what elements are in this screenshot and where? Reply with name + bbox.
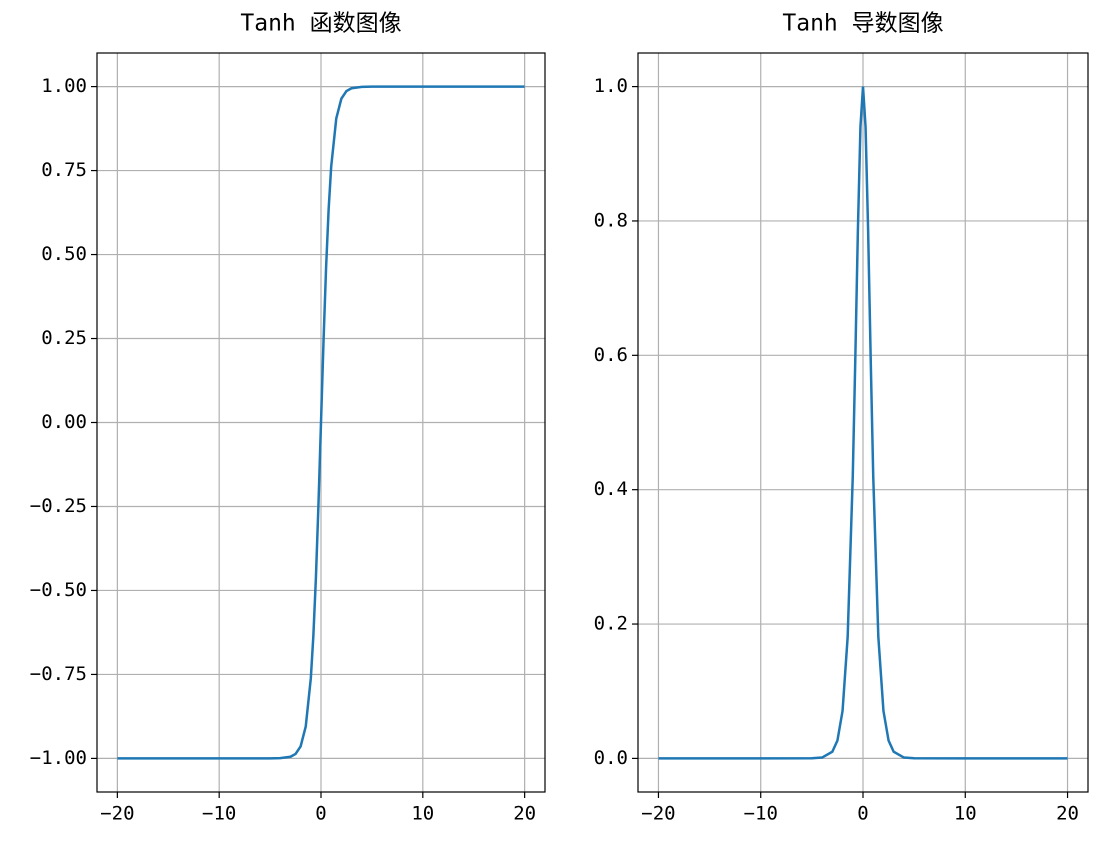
x-tick-label: −20 — [100, 803, 134, 825]
y-tick-label: −0.50 — [30, 579, 87, 601]
axes-frame — [96, 52, 546, 793]
x-tick-label: 10 — [954, 803, 977, 825]
x-tick-label: 20 — [513, 803, 536, 825]
x-tick-label: −10 — [744, 803, 778, 825]
y-tick-label: −0.25 — [30, 495, 87, 517]
x-tick-label: 20 — [1056, 803, 1079, 825]
y-tick-label: 1.0 — [594, 75, 628, 97]
x-tick-label: −10 — [202, 803, 236, 825]
axes-frame — [637, 52, 1089, 793]
y-tick-label: 0.4 — [594, 478, 628, 500]
y-tick-label: 0.25 — [41, 327, 87, 349]
x-tick-label: 0 — [315, 803, 326, 825]
y-tick-label: 0.2 — [594, 613, 628, 635]
y-tick-label: 0.8 — [594, 209, 628, 231]
y-tick-label: 0.0 — [594, 747, 628, 769]
line-series — [117, 85, 525, 760]
x-tick-label: 0 — [857, 803, 868, 825]
y-tick-label: 0.50 — [41, 243, 87, 265]
line-series — [658, 86, 1068, 760]
y-tick-label: −1.00 — [30, 747, 87, 769]
y-tick-label: −0.75 — [30, 663, 87, 685]
y-tick-label: 0.75 — [41, 159, 87, 181]
y-tick-label: 0.00 — [41, 411, 87, 433]
y-tick-label: 1.00 — [41, 75, 87, 97]
x-tick-label: 10 — [411, 803, 434, 825]
x-tick-label: −20 — [641, 803, 675, 825]
chart-title: Tanh 函数图像 — [240, 11, 401, 37]
y-tick-label: 0.6 — [594, 344, 628, 366]
chart-title: Tanh 导数图像 — [782, 11, 943, 37]
